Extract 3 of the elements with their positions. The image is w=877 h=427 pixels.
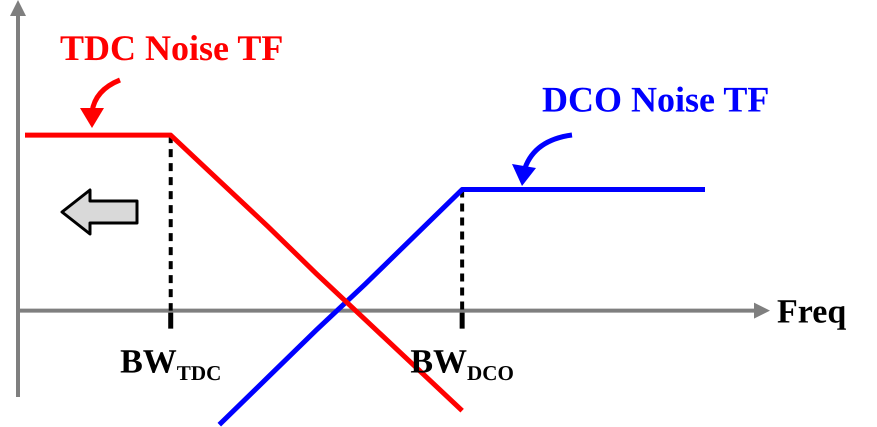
- series-label: TDC Noise TF: [60, 28, 284, 68]
- series-label: DCO Noise TF: [542, 80, 770, 120]
- x-axis-title: Freq: [777, 294, 846, 331]
